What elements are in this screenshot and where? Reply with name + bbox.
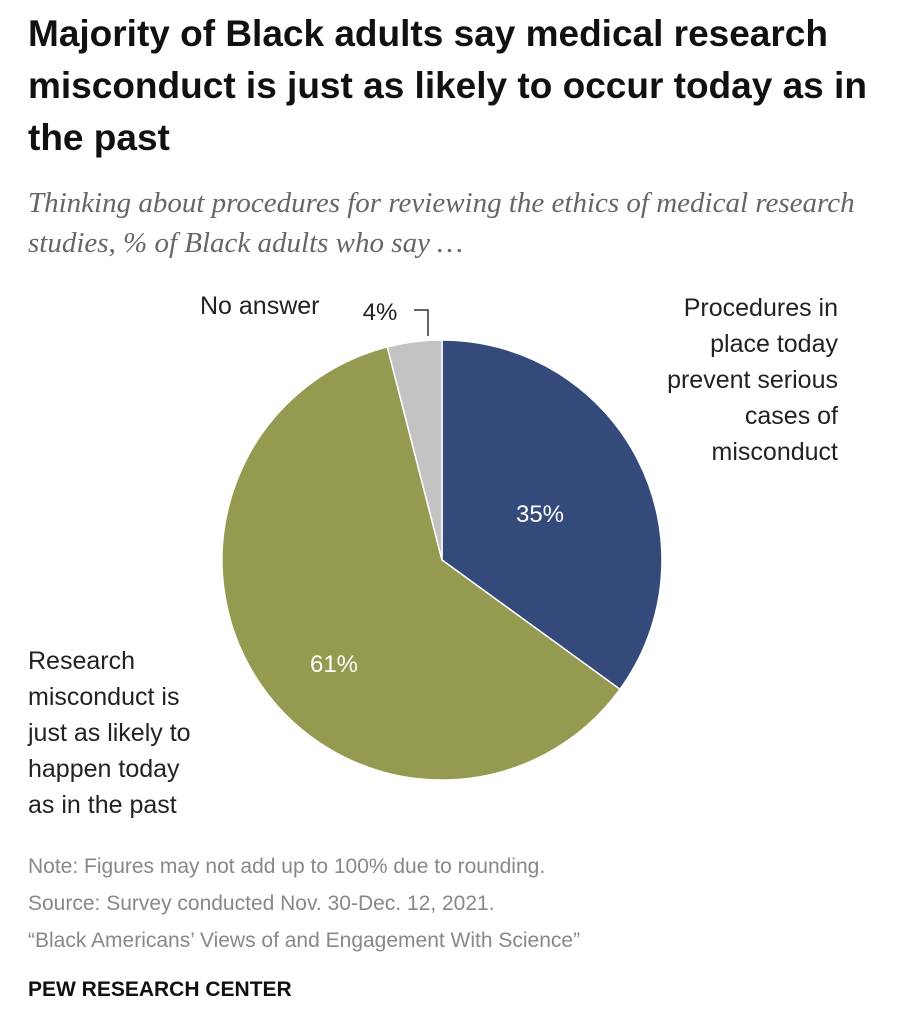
pie-slices [221,339,663,781]
report-title-text: “Black Americans’ Views of and Engagemen… [28,929,581,952]
chart-title: Majority of Black adults say medical res… [28,13,867,158]
pie-slice-no-answer [386,339,443,561]
procedures-value-label: 35% [516,501,564,528]
misconduct-label-line: happen today [28,755,180,783]
procedures-label-line: place today [710,330,838,358]
pie-slice-misconduct [221,345,622,781]
misconduct-label-line: Research [28,647,135,675]
source-text: Source: Survey conducted Nov. 30-Dec. 12… [28,892,495,915]
procedures-label-line: prevent serious [667,366,838,394]
misconduct-label-line: just as likely to [28,719,191,747]
pew-research-center-logo: PEW RESEARCH CENTER [28,978,292,1001]
misconduct-label: Research misconduct is just as likely to… [28,643,268,823]
no-answer-value-label: 4% [363,299,398,326]
misconduct-value-label: 61% [310,651,358,678]
pie-slice-procedures [441,339,663,691]
procedures-label-line: Procedures in [683,294,838,322]
procedures-label-line: cases of [744,402,838,430]
procedures-label-line: misconduct [711,438,838,466]
chart-subtitle: Thinking about procedures for reviewing … [28,187,855,259]
misconduct-label-line: as in the past [28,791,177,819]
misconduct-label-line: misconduct is [28,683,180,711]
procedures-label: Procedures in place today prevent seriou… [568,290,838,470]
note-text: Note: Figures may not add up to 100% due… [28,855,546,878]
no-answer-leader-line [414,309,429,336]
no-answer-label: No answer [200,292,320,320]
